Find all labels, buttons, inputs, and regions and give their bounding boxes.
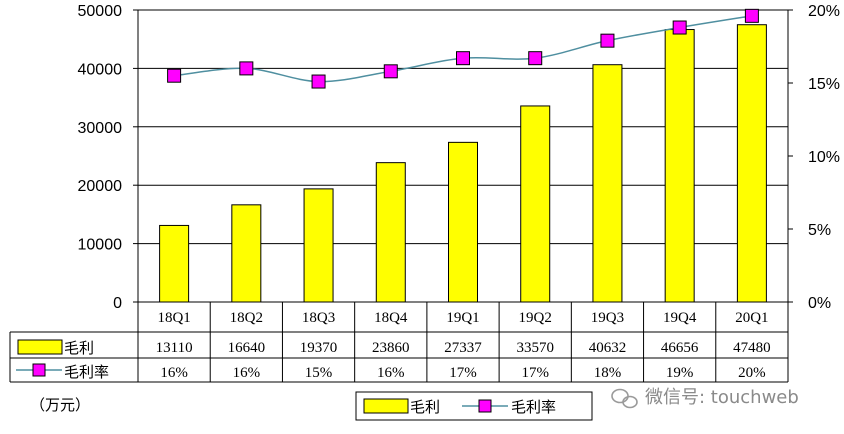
- data-table: 18Q1 13110 16% 18Q2 16640 16% 18Q3 19370 15% 18Q4…: [9, 301, 789, 383]
- line-marker: [383, 64, 398, 79]
- y-left-tick-label: 40000: [78, 61, 123, 78]
- legend-marker-swatch: [478, 399, 492, 413]
- table-cell-value: 33570: [516, 340, 554, 356]
- x-tick-label: 18Q4: [374, 310, 408, 326]
- table-cell-value: 16640: [228, 340, 266, 356]
- wechat-icon: [611, 388, 638, 409]
- y-right-tick-label: 20%: [808, 3, 840, 20]
- table-cell-rate: 16%: [377, 365, 405, 381]
- y-left-tick-label: 30000: [78, 120, 123, 137]
- line-marker: [311, 74, 326, 89]
- y-right-tick-label: 5%: [808, 222, 831, 239]
- bar: [303, 188, 334, 303]
- table-cell-value: 47480: [733, 340, 771, 356]
- row-key-bar-swatch: [17, 339, 63, 355]
- table-cell-rate: 16%: [160, 365, 188, 381]
- line-marker: [600, 33, 615, 48]
- table-cell-value: 27337: [444, 340, 482, 356]
- y-right-tick-label: 0%: [808, 295, 831, 312]
- unit-label: （万元）: [30, 396, 90, 414]
- line-marker: [528, 51, 543, 66]
- y-left-tick-label: 0: [113, 295, 122, 312]
- bar: [231, 204, 262, 303]
- y-left-tick-label: 50000: [78, 3, 123, 20]
- line-marker: [456, 51, 470, 66]
- x-tick-label: 20Q1: [735, 310, 768, 326]
- table-cell-rate: 15%: [305, 365, 333, 381]
- row-header-line: 毛利率: [64, 363, 109, 381]
- table-cell-rate: 20%: [738, 365, 766, 381]
- x-tick-label: 19Q2: [519, 310, 552, 326]
- x-tick-label: 19Q3: [591, 310, 624, 326]
- table-cell-rate: 19%: [666, 365, 694, 381]
- line-marker: [167, 68, 182, 83]
- legend-label-bar: 毛利: [410, 398, 440, 416]
- x-tick-label: 18Q1: [157, 310, 190, 326]
- table-cell-value: 19370: [300, 340, 338, 356]
- row-header-bar: 毛利: [64, 339, 94, 357]
- table-cell-value: 13110: [156, 340, 193, 356]
- table-cell-rate: 17%: [521, 365, 549, 381]
- x-tick-label: 18Q2: [230, 310, 263, 326]
- x-tick-label: 19Q1: [446, 310, 479, 326]
- y-axis-right: 0% 5% 10% 15% 20%: [788, 3, 840, 312]
- bar: [375, 162, 406, 303]
- table-cell-rate: 16%: [233, 365, 261, 381]
- bar-series: [159, 24, 767, 303]
- y-right-tick-label: 10%: [808, 149, 840, 166]
- table-cell-rate: 17%: [449, 365, 477, 381]
- y-left-tick-label: 10000: [78, 237, 123, 254]
- y-axis-left: 0 10000 20000 30000 40000 50000: [78, 3, 138, 312]
- line-series: [167, 8, 759, 89]
- table-cell-value: 46656: [661, 340, 699, 356]
- legend-label-line: 毛利率: [511, 398, 556, 416]
- y-left-tick-label: 20000: [78, 178, 123, 195]
- legend-bar-swatch: [363, 398, 409, 414]
- watermark-text: 微信号: touchweb: [645, 387, 799, 408]
- x-tick-label: 18Q3: [302, 310, 335, 326]
- line-marker: [744, 8, 759, 23]
- y-right-tick-label: 15%: [808, 76, 840, 93]
- table-cell-value: 23860: [372, 340, 410, 356]
- table-cell-rate: 18%: [594, 365, 622, 381]
- line-marker: [672, 20, 687, 35]
- bar: [664, 29, 695, 303]
- table-cell-value: 40632: [589, 340, 627, 356]
- bar: [592, 64, 623, 303]
- watermark: 微信号: touchweb: [611, 387, 799, 409]
- bar: [520, 105, 551, 303]
- row-key-marker-swatch: [32, 363, 46, 377]
- bar: [448, 141, 478, 303]
- legend: 毛利 毛利率: [355, 391, 593, 421]
- bar: [736, 24, 767, 303]
- x-tick-label: 19Q4: [663, 310, 697, 326]
- line-marker: [239, 61, 254, 76]
- bar: [159, 224, 190, 303]
